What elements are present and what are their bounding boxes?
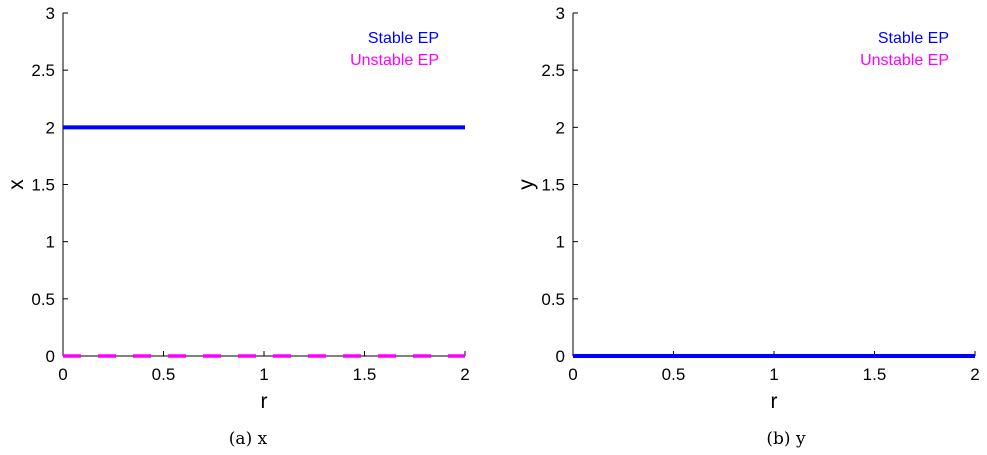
y-tick-label: 2 [556,118,565,137]
y-tick-label: 3 [46,4,55,23]
y-tick-label: 2.5 [541,61,565,80]
legend-entry: Stable EP [368,30,439,47]
x-tick-label: 0 [58,365,67,384]
x-tick-label: 2 [970,365,979,384]
y-tick-label: 1.5 [31,176,55,195]
x-tick-label: 2 [460,365,469,384]
y-tick-label: 1 [46,233,55,252]
x-tick-label: 0.5 [662,365,686,384]
x-tick-label: 0 [568,365,577,384]
x-tick-label: 0.5 [152,365,176,384]
legend-entry: Unstable EP [860,52,949,69]
y-tick-label: 0.5 [31,290,55,309]
y-axis-label: x [5,179,28,190]
y-tick-label: 2.5 [31,61,55,80]
subfigure-caption: (a) x [229,429,268,449]
y-tick-label: 1.5 [541,176,565,195]
chart-y-vs-r: 0 0.5 1 1.5 2 2.5 3 0 0.5 1 1.5 2 r y Stable EP Unstabl… [515,4,980,449]
y-tick-label: 3 [556,4,565,23]
x-tick-label: 1.5 [863,365,887,384]
y-tick-label: 0 [46,347,55,366]
subfigure-caption: (b) y [766,429,806,449]
chart-x-vs-r: 0 0.5 1 1.5 2 2.5 3 0 0.5 1 1.5 2 r x Stable EP Unstabl… [5,4,470,449]
legend-entry: Unstable EP [350,52,439,69]
x-axis-label: r [771,390,778,413]
y-tick-label: 1 [556,233,565,252]
x-axis-label: r [261,390,268,413]
x-tick-label: 1.5 [353,365,377,384]
y-tick-label: 0.5 [541,290,565,309]
x-tick-label: 1 [769,365,778,384]
y-tick-label: 0 [556,347,565,366]
y-tick-label: 2 [46,118,55,137]
legend-entry: Stable EP [878,30,949,47]
y-axis-label: y [515,179,538,190]
x-tick-label: 1 [259,365,268,384]
